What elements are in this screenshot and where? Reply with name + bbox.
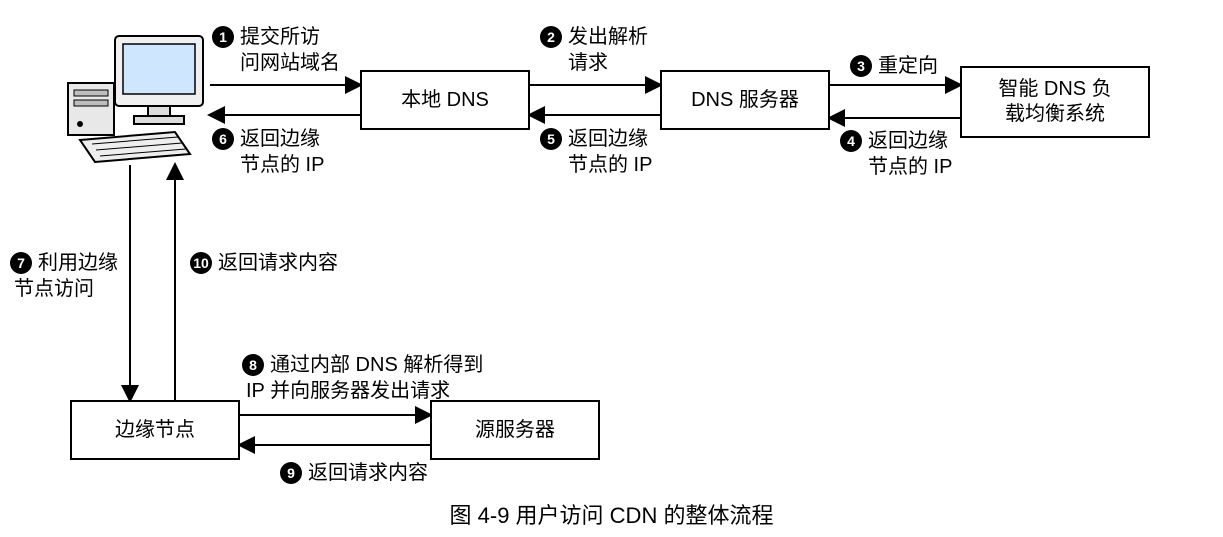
- label-e3-line1: 重定向: [878, 55, 938, 77]
- label-e2: 2 发出解析 请求: [540, 24, 648, 76]
- label-e7-line2: 节点访问: [14, 278, 94, 300]
- local-dns-label: 本地 DNS: [401, 88, 489, 113]
- local-dns-node: 本地 DNS: [360, 70, 530, 130]
- label-e1-line1: 提交所访: [240, 26, 320, 48]
- computer-icon: [60, 28, 215, 163]
- badge-8: 8: [242, 354, 264, 376]
- label-e6-line2: 节点的 IP: [240, 154, 324, 176]
- dns-server-label: DNS 服务器: [691, 88, 799, 113]
- dns-server-node: DNS 服务器: [660, 70, 830, 130]
- cdn-flow-diagram: 本地 DNS DNS 服务器 智能 DNS 负 载均衡系统 边缘节点 源服务器 …: [0, 0, 1223, 537]
- label-e4-line1: 返回边缘: [868, 130, 948, 152]
- label-e3: 3 重定向: [850, 53, 938, 79]
- label-e8-line2: IP 并向服务器发出请求: [246, 380, 450, 402]
- badge-5: 5: [540, 128, 562, 150]
- label-e6: 6 返回边缘 节点的 IP: [212, 126, 324, 178]
- edge-node-label: 边缘节点: [115, 418, 195, 443]
- smart-dns-node: 智能 DNS 负 载均衡系统: [960, 66, 1150, 138]
- edge-node: 边缘节点: [70, 400, 240, 460]
- label-e8: 8 通过内部 DNS 解析得到 IP 并向服务器发出请求: [242, 352, 483, 404]
- badge-2: 2: [540, 26, 562, 48]
- label-e10-line1: 返回请求内容: [218, 252, 338, 274]
- badge-3: 3: [850, 55, 872, 77]
- label-e5-line2: 节点的 IP: [568, 154, 652, 176]
- figure-caption: 图 4-9 用户访问 CDN 的整体流程: [0, 498, 1223, 530]
- label-e1-line2: 问网站域名: [240, 52, 340, 74]
- badge-7: 7: [10, 252, 32, 274]
- label-e2-line2: 请求: [568, 52, 608, 74]
- label-e9: 9 返回请求内容: [280, 460, 428, 486]
- label-e10: 10 返回请求内容: [190, 250, 338, 276]
- label-e4: 4 返回边缘 节点的 IP: [840, 128, 952, 180]
- label-e4-line2: 节点的 IP: [868, 156, 952, 178]
- label-e7-line1: 利用边缘: [38, 252, 118, 274]
- badge-6: 6: [212, 128, 234, 150]
- origin-node-label: 源服务器: [475, 418, 555, 443]
- label-e6-line1: 返回边缘: [240, 128, 320, 150]
- badge-4: 4: [840, 130, 862, 152]
- smart-dns-label-2: 载均衡系统: [998, 102, 1111, 127]
- label-e8-line1: 通过内部 DNS 解析得到: [270, 354, 483, 376]
- smart-dns-label-1: 智能 DNS 负: [998, 77, 1111, 102]
- origin-node: 源服务器: [430, 400, 600, 460]
- label-e5: 5 返回边缘 节点的 IP: [540, 126, 652, 178]
- client-node: [60, 28, 215, 168]
- label-e1: 1 提交所访 问网站域名: [212, 24, 340, 76]
- label-e5-line1: 返回边缘: [568, 128, 648, 150]
- badge-9: 9: [280, 462, 302, 484]
- badge-1: 1: [212, 26, 234, 48]
- label-e9-line1: 返回请求内容: [308, 462, 428, 484]
- label-e2-line1: 发出解析: [568, 26, 648, 48]
- badge-10: 10: [190, 252, 212, 274]
- label-e7: 7 利用边缘 节点访问: [10, 250, 118, 302]
